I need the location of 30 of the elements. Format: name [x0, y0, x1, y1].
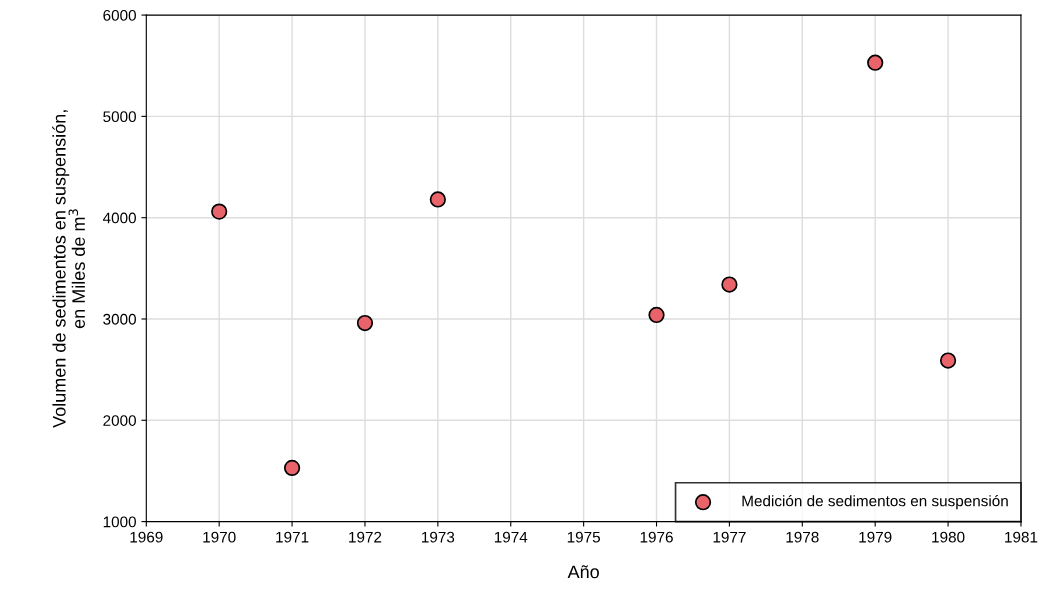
- point: [429, 191, 446, 208]
- legend-label: Medición de sedimentos en suspensión: [742, 494, 1008, 510]
- x-tick-label: 1980: [932, 531, 965, 543]
- y-axis-title: Volumen de sedimentos en suspensión, en Miles de m$^{3}$: [52, 110, 85, 428]
- x-tick-label: 1974: [494, 531, 528, 543]
- x-tick-label: 1970: [203, 531, 236, 543]
- x-tick-label: 1976: [640, 531, 673, 543]
- x-axis-title: Año: [567, 565, 599, 579]
- x-tick-label: 1981: [1005, 531, 1038, 543]
- x-tick-label: 1971: [276, 531, 309, 543]
- point: [867, 54, 884, 71]
- x-tick-label: 1969: [130, 531, 163, 543]
- x-tick-label: 1978: [786, 531, 819, 543]
- y-tick-label: 2000: [103, 415, 136, 426]
- x-tick-label: 1972: [349, 531, 382, 543]
- y-tick-label: 1000: [103, 516, 136, 528]
- x-tick-label: 1977: [713, 531, 746, 543]
- y-tick-label: 3000: [103, 313, 136, 325]
- point: [283, 459, 301, 477]
- point: [939, 352, 957, 369]
- y-tick-label: 5000: [103, 111, 136, 123]
- x-tick-label: 1973: [422, 531, 455, 543]
- point: [721, 276, 738, 293]
- point: [211, 203, 228, 220]
- y-tick-label: 6000: [103, 9, 136, 21]
- point: [648, 306, 665, 324]
- x-tick-label: 1979: [859, 531, 892, 543]
- point: [356, 314, 374, 332]
- y-tick-label: 4000: [102, 212, 136, 224]
- x-tick-label: 1975: [567, 531, 600, 543]
